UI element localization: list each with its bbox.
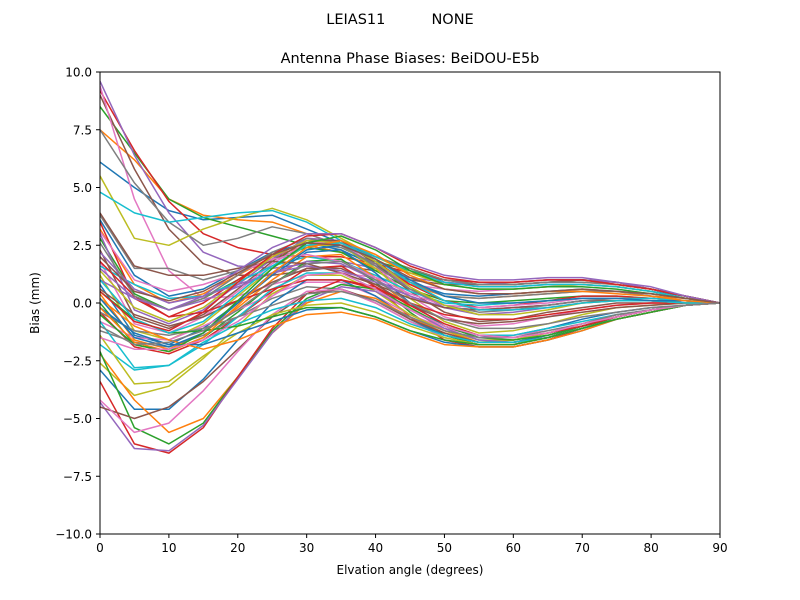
x-tick-label: 90 xyxy=(712,541,727,555)
series-line-55 xyxy=(100,232,720,311)
y-tick-label: 2.5 xyxy=(73,239,92,253)
x-axis-ticks: 0 10 20 30 40 50 60 70 80 90 xyxy=(96,534,728,555)
series-line-38 xyxy=(100,290,720,339)
x-tick-label: 50 xyxy=(437,541,452,555)
series-line-58 xyxy=(100,260,720,346)
series-line-50 xyxy=(100,242,720,334)
series-line-52 xyxy=(100,239,720,353)
y-tick-label: 0.0 xyxy=(73,297,92,311)
x-tick-label: 30 xyxy=(299,541,314,555)
x-tick-label: 60 xyxy=(506,541,521,555)
x-tick-label: 70 xyxy=(575,541,590,555)
y-tick-label: −2.5 xyxy=(63,354,92,368)
y-tick-label: −10.0 xyxy=(55,528,92,542)
x-tick-label: 20 xyxy=(230,541,245,555)
y-tick-label: 7.5 xyxy=(73,123,92,137)
plot-lines xyxy=(100,80,720,454)
y-tick-label: 10.0 xyxy=(65,66,92,80)
series-line-54 xyxy=(100,232,720,332)
x-tick-label: 10 xyxy=(161,541,176,555)
x-axis-label: Elvation angle (degrees) xyxy=(337,563,484,577)
chart-title: Antenna Phase Biases: BeiDOU-E5b xyxy=(281,51,540,67)
series-line-14 xyxy=(100,221,720,318)
y-tick-label: 5.0 xyxy=(73,181,92,195)
x-tick-label: 0 xyxy=(96,541,104,555)
y-axis-ticks: −10.0 −7.5 −5.0 −2.5 0.0 2.5 5.0 7.5 10.0 xyxy=(55,66,100,542)
series-line-56 xyxy=(100,242,720,304)
series-line-53 xyxy=(100,235,720,353)
figure-suptitle: LEIAS11 NONE xyxy=(326,12,473,28)
y-tick-label: −5.0 xyxy=(63,412,92,426)
y-tick-label: −7.5 xyxy=(63,470,92,484)
x-tick-label: 40 xyxy=(368,541,383,555)
series-line-57 xyxy=(100,272,720,350)
y-axis-label: Bias (mm) xyxy=(28,272,42,334)
x-tick-label: 80 xyxy=(643,541,658,555)
